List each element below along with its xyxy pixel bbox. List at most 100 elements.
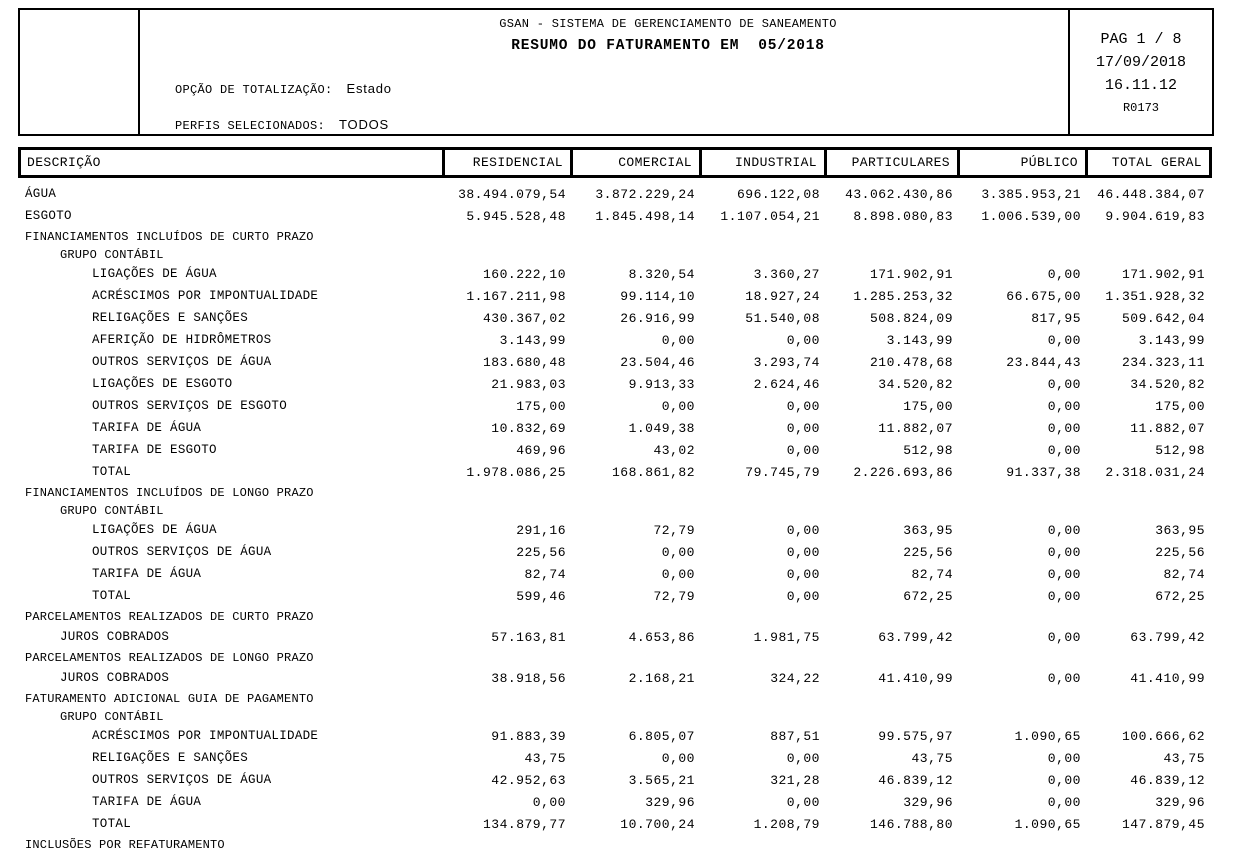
- row-value: 0,00: [661, 332, 695, 348]
- row-value: 225,56: [903, 544, 953, 560]
- row-value: 0,00: [661, 750, 695, 766]
- report-time: 16.11.12: [1104, 77, 1177, 94]
- row-label: PARCELAMENTOS REALIZADOS DE LONGO PRAZO: [25, 650, 314, 665]
- row-value: 0,00: [786, 442, 820, 458]
- row-value: 225,56: [516, 544, 566, 560]
- row-value: 41.410,99: [878, 670, 953, 686]
- row-value: 6.805,07: [628, 728, 695, 744]
- table-row: RELIGAÇÕES E SANÇÕES 43,75 0,00 0,00 43,75 0,…: [18, 747, 1212, 769]
- row-value: 41.410,99: [1130, 670, 1205, 686]
- row-value: 11.882,07: [878, 420, 953, 436]
- row-value: 72,79: [653, 522, 695, 538]
- table-row: TOTAL 599,46 72,79 0,00 672,25 0,00 672,25: [18, 585, 1212, 607]
- table-row: PARCELAMENTOS REALIZADOS DE CURTO PRAZO: [18, 607, 1212, 626]
- row-value: 9.904.619,83: [1105, 208, 1205, 224]
- row-value: 0,00: [786, 522, 820, 538]
- billing-table: DESCRIÇÃO RESIDENCIAL COMERCIAL INDUSTRI…: [18, 147, 1212, 854]
- row-value: 46.839,12: [878, 772, 953, 788]
- row-value: 2.318.031,24: [1105, 464, 1205, 480]
- column-header-total-geral: TOTAL GERAL: [1111, 155, 1202, 170]
- row-value: 1.285.253,32: [853, 288, 953, 304]
- row-label: TOTAL: [92, 465, 132, 479]
- row-value: 160.222,10: [482, 266, 566, 282]
- profiles-row: PERFIS SELECIONADOS: TODOS: [175, 117, 389, 133]
- row-value: 21.983,03: [491, 376, 566, 392]
- row-value: 8.320,54: [628, 266, 695, 282]
- row-value: 46.839,12: [1130, 772, 1205, 788]
- column-header-comercial: COMERCIAL: [573, 150, 702, 175]
- row-value: 0,00: [1047, 750, 1081, 766]
- row-value: 82,74: [1163, 566, 1205, 582]
- row-value: 672,25: [903, 588, 953, 604]
- row-value: 0,00: [532, 794, 566, 810]
- table-row: ACRÉSCIMOS POR IMPONTUALIDADE 1.167.211,9…: [18, 285, 1212, 307]
- table-row: FATURAMENTO ADICIONAL GUIA DE PAGAMENTO: [18, 689, 1212, 708]
- row-value: 43,75: [911, 750, 953, 766]
- row-value: 63.799,42: [878, 629, 953, 645]
- row-label: OUTROS SERVIÇOS DE ÁGUA: [92, 355, 272, 369]
- row-value: 5.945.528,48: [466, 208, 566, 224]
- table-row: GRUPO CONTÁBIL: [18, 708, 1212, 725]
- row-value: 11.882,07: [1130, 420, 1205, 436]
- row-value: 0,00: [786, 566, 820, 582]
- row-label: ACRÉSCIMOS POR IMPONTUALIDADE: [92, 289, 319, 303]
- header-right: PAG 1 / 8 17/09/2018 16.11.12 R0173: [1068, 10, 1212, 134]
- column-header-residencial: RESIDENCIAL: [445, 150, 573, 175]
- table-row: OUTROS SERVIÇOS DE ÁGUA 225,56 0,00 0,00 225…: [18, 541, 1212, 563]
- row-label: PARCELAMENTOS REALIZADOS DE CURTO PRAZO: [25, 609, 314, 624]
- row-value: 1.006.539,00: [981, 208, 1081, 224]
- table-row: ACRÉSCIMOS POR IMPONTUALIDADE 91.883,39 6.…: [18, 725, 1212, 747]
- row-value: 91.337,38: [1006, 464, 1081, 480]
- row-label: OUTROS SERVIÇOS DE ESGOTO: [92, 399, 288, 413]
- row-value: 0,00: [786, 332, 820, 348]
- row-value: 509.642,04: [1121, 310, 1205, 326]
- row-value: 57.163,81: [491, 629, 566, 645]
- row-value: 1.107.054,21: [720, 208, 820, 224]
- row-label: FATURAMENTO ADICIONAL GUIA DE PAGAMENTO: [25, 691, 314, 706]
- row-label: GRUPO CONTÁBIL: [60, 247, 164, 262]
- row-value: 0,00: [661, 566, 695, 582]
- row-label: ÁGUA: [25, 187, 57, 201]
- row-value: 512,98: [903, 442, 953, 458]
- table-row: LIGAÇÕES DE ESGOTO 21.983,03 9.913,33 2.624…: [18, 373, 1212, 395]
- row-label: GRUPO CONTÁBIL: [60, 709, 164, 724]
- row-value: 4.653,86: [628, 629, 695, 645]
- row-value: 329,96: [1155, 794, 1205, 810]
- row-value: 43,02: [653, 442, 695, 458]
- row-label: JUROS COBRADOS: [60, 630, 170, 644]
- row-value: 10.700,24: [620, 816, 695, 832]
- row-value: 512,98: [1155, 442, 1205, 458]
- table-row: FINANCIAMENTOS INCLUÍDOS DE CURTO PRAZO: [18, 227, 1212, 246]
- table-row: OUTROS SERVIÇOS DE ÁGUA 42.952,63 3.565,21…: [18, 769, 1212, 791]
- column-header-publico: PÚBLICO: [960, 150, 1088, 175]
- row-label: LIGAÇÕES DE ÁGUA: [92, 523, 217, 537]
- row-value: 43,75: [524, 750, 566, 766]
- table-row: OUTROS SERVIÇOS DE ESGOTO 175,00 0,00 0,00 1…: [18, 395, 1212, 417]
- row-value: 0,00: [1047, 588, 1081, 604]
- row-value: 147.879,45: [1121, 816, 1205, 832]
- table-row: TARIFA DE ÁGUA 10.832,69 1.049,38 0,00 11.88…: [18, 417, 1212, 439]
- table-row: JUROS COBRADOS 57.163,81 4.653,86 1.981,75 6…: [18, 626, 1212, 648]
- table-row: ÁGUA 38.494.079,54 3.872.229,24 696.122,08 4…: [18, 183, 1212, 205]
- table-row: JUROS COBRADOS 38.918,56 2.168,21 324,22 41.…: [18, 667, 1212, 689]
- report-header: GSAN - SISTEMA DE GERENCIAMENTO DE SANEA…: [18, 8, 1214, 136]
- table-row: LIGAÇÕES DE ÁGUA 291,16 72,79 0,00 363,95 0,0…: [18, 519, 1212, 541]
- row-label: FINANCIAMENTOS INCLUÍDOS DE LONGO PRAZO: [25, 485, 314, 500]
- row-value: 43.062.430,86: [845, 186, 953, 202]
- row-value: 1.845.498,14: [595, 208, 695, 224]
- row-value: 1.090,65: [1014, 728, 1081, 744]
- row-value: 8.898.080,83: [853, 208, 953, 224]
- row-label: ACRÉSCIMOS POR IMPONTUALIDADE: [92, 729, 319, 743]
- row-value: 0,00: [786, 794, 820, 810]
- row-value: 0,00: [1047, 522, 1081, 538]
- row-value: 363,95: [1155, 522, 1205, 538]
- row-value: 1.090,65: [1014, 816, 1081, 832]
- table-body: ÁGUA 38.494.079,54 3.872.229,24 696.122,08 4…: [18, 178, 1212, 854]
- row-value: 10.832,69: [491, 420, 566, 436]
- row-value: 2.226.693,86: [853, 464, 953, 480]
- table-row: TARIFA DE ÁGUA 82,74 0,00 0,00 82,74 0,00 82,7…: [18, 563, 1212, 585]
- row-label: OUTROS SERVIÇOS DE ÁGUA: [92, 773, 272, 787]
- row-value: 0,00: [661, 398, 695, 414]
- row-value: 0,00: [1047, 794, 1081, 810]
